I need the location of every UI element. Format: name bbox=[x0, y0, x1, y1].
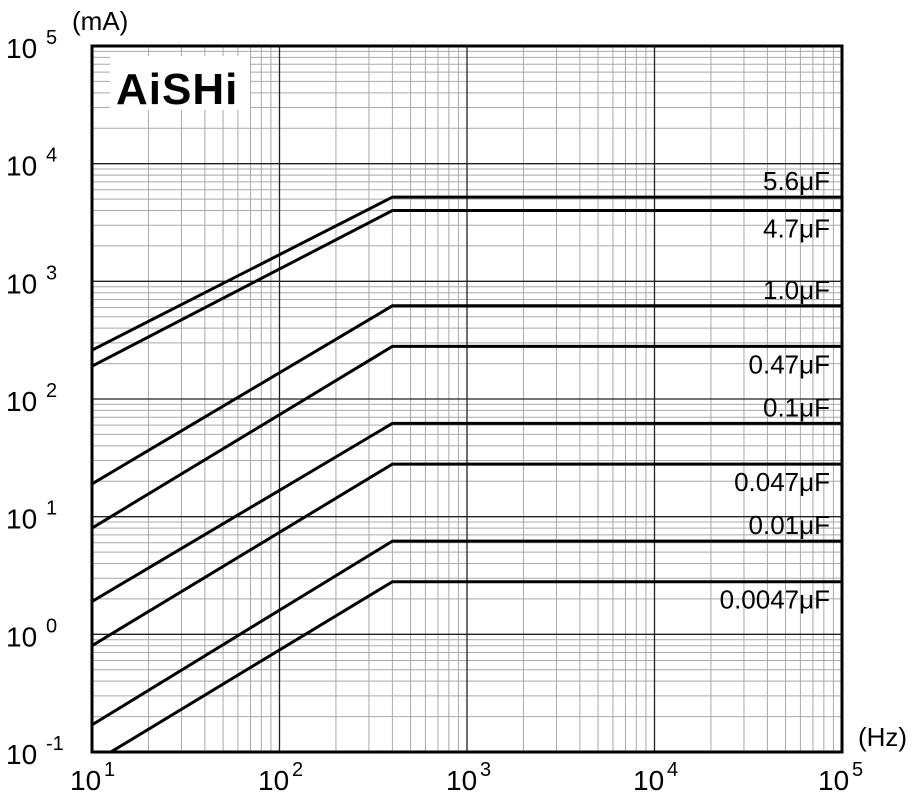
series-line-3 bbox=[92, 344, 842, 530]
x-tick-exponent: 2 bbox=[292, 759, 303, 781]
y-tick-label: 10 bbox=[6, 268, 37, 299]
y-tick-label: 10 bbox=[6, 621, 37, 652]
y-tick-label: 10 bbox=[6, 739, 37, 770]
series-line-2 bbox=[92, 304, 842, 486]
series-label: 0.047μF bbox=[734, 467, 830, 497]
y-tick-exponent: 2 bbox=[46, 380, 57, 402]
series-line-7 bbox=[107, 580, 842, 752]
series-line-4 bbox=[92, 421, 842, 603]
series-layer bbox=[92, 195, 842, 752]
tick-labels: 10 1 10 2 10 3 10 4 10 510 -110 010 110 210 310 410 5 bbox=[6, 27, 863, 796]
x-tick-label: 10 bbox=[446, 765, 477, 796]
x-tick-exponent: 3 bbox=[480, 759, 491, 781]
x-tick-exponent: 4 bbox=[667, 759, 678, 781]
logo-text: AiSHi bbox=[116, 65, 238, 114]
y-tick-exponent: -1 bbox=[46, 733, 64, 755]
series-label: 1.0μF bbox=[763, 275, 830, 305]
series-label: 0.47μF bbox=[749, 349, 830, 379]
plot-border bbox=[90, 44, 844, 754]
y-tick-label: 10 bbox=[6, 33, 37, 64]
plot-frame bbox=[90, 44, 844, 754]
y-axis-label: (mA) bbox=[72, 6, 128, 36]
x-tick-label: 10 bbox=[258, 765, 289, 796]
x-tick-label: 10 bbox=[633, 765, 664, 796]
series-label: 5.6μF bbox=[763, 166, 830, 196]
series-line-1 bbox=[92, 209, 842, 368]
y-tick-exponent: 0 bbox=[46, 615, 57, 637]
series-labels: 5.6μF 4.7μF 1.0μF 0.47μF 0.1μF 0.047μF 0.01μF 0… bbox=[720, 166, 830, 615]
x-tick-label: 10 bbox=[70, 765, 101, 796]
y-tick-exponent: 4 bbox=[46, 145, 57, 167]
y-tick-label: 10 bbox=[6, 386, 37, 417]
series-label: 0.0047μF bbox=[720, 585, 830, 615]
series-line-0 bbox=[92, 195, 842, 352]
y-tick-exponent: 3 bbox=[46, 262, 57, 284]
logo-background bbox=[110, 56, 250, 110]
x-tick-exponent: 5 bbox=[852, 759, 863, 781]
x-axis-label: (Hz) bbox=[858, 722, 907, 752]
logo: AiSHi bbox=[110, 56, 250, 114]
y-tick-label: 10 bbox=[6, 504, 37, 535]
grid bbox=[92, 46, 842, 752]
y-tick-exponent: 1 bbox=[46, 498, 57, 520]
x-tick-label: 10 bbox=[818, 765, 849, 796]
series-label: 0.1μF bbox=[763, 392, 830, 422]
y-tick-label: 10 bbox=[6, 151, 37, 182]
series-label: 0.01μF bbox=[749, 510, 830, 540]
x-tick-exponent: 1 bbox=[104, 759, 115, 781]
series-label: 4.7μF bbox=[763, 213, 830, 243]
y-tick-exponent: 5 bbox=[46, 27, 57, 49]
series-line-5 bbox=[92, 462, 842, 647]
series-line-6 bbox=[92, 539, 842, 727]
